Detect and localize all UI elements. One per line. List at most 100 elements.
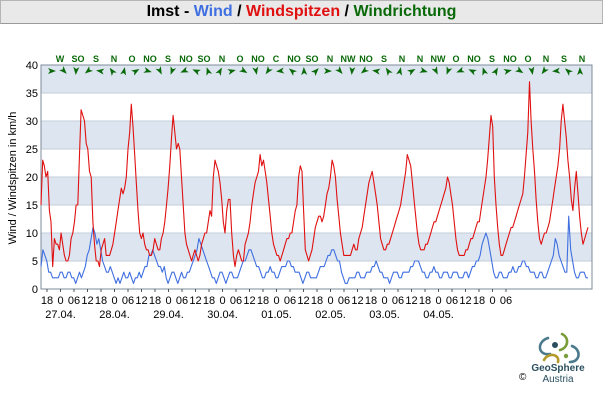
- direction-label: C: [273, 54, 280, 64]
- x-tick-label: 06: [338, 295, 350, 307]
- direction-label: O: [452, 54, 459, 64]
- direction-label: SO: [305, 54, 318, 64]
- direction-labels: W SO S N O NO S NO SO N O NO C NO SO N NW NO S N N NW O NO S NO O N…: [56, 54, 586, 64]
- direction-arrow: [276, 67, 285, 74]
- direction-arrow: [407, 69, 416, 76]
- direction-arrow: [227, 69, 236, 75]
- direction-arrow: [239, 66, 248, 74]
- direction-arrow: [265, 66, 273, 75]
- y-tick-label: 35: [26, 88, 38, 100]
- direction-arrow: [206, 67, 213, 76]
- x-tick-label: 18: [311, 295, 323, 307]
- direction-arrow: [120, 67, 127, 76]
- direction-arrow: [73, 66, 80, 75]
- series-lines: [40, 81, 589, 284]
- date-label: 30.04.: [207, 309, 238, 321]
- title-direction: Windrichtung: [353, 3, 457, 20]
- x-tick-label: 0: [165, 295, 171, 307]
- x-tick-label: 18: [149, 295, 161, 307]
- title-station: Imst -: [146, 3, 194, 20]
- x-tick-label: 0: [381, 295, 387, 307]
- direction-arrow: [59, 66, 67, 74]
- x-tick-label: 18: [203, 295, 215, 307]
- title-wind: Wind: [193, 3, 233, 20]
- x-tick-label: 12: [297, 295, 309, 307]
- direction-arrow: [419, 66, 428, 73]
- x-tick-label: 06: [284, 295, 296, 307]
- wind-series-line: [40, 215, 588, 284]
- plot-band: [41, 233, 592, 261]
- plot-band: [41, 121, 592, 149]
- x-tick-label: 12: [405, 295, 417, 307]
- x-tick-label: 06: [392, 295, 404, 307]
- direction-label: S: [165, 54, 171, 64]
- y-tick-label: 15: [26, 200, 38, 212]
- direction-label: S: [381, 54, 387, 64]
- direction-arrow: [515, 66, 524, 74]
- y-tick-label: 25: [26, 144, 38, 156]
- x-tick-label: 06: [68, 295, 80, 307]
- date-labels: 27.04. 28.04. 29.04. 30.04. 01.05. 02.05. 03.0…: [45, 309, 454, 321]
- direction-arrow: [335, 66, 343, 74]
- direction-label: S: [489, 54, 495, 64]
- copyright-mark: ©: [519, 372, 527, 383]
- x-tick-label: 12: [81, 295, 93, 307]
- direction-label: NW: [431, 54, 446, 64]
- direction-arrow: [577, 67, 584, 76]
- y-axis-title: Wind / Windspitzen in km/h: [7, 112, 19, 245]
- direction-label: N: [543, 54, 550, 64]
- direction-label: NO: [467, 54, 481, 64]
- direction-arrow: [143, 67, 152, 73]
- y-tick-label: 10: [26, 228, 38, 240]
- direction-label: NO: [287, 54, 301, 64]
- direction-label: NO: [503, 54, 517, 64]
- logo-sub: Austria: [542, 374, 574, 385]
- direction-label: N: [219, 54, 226, 64]
- x-tick-label: 12: [135, 295, 147, 307]
- direction-arrow: [131, 68, 140, 76]
- direction-arrow: [528, 66, 535, 75]
- x-tick-label: 0: [273, 295, 279, 307]
- x-tick-label: 12: [243, 295, 255, 307]
- direction-arrow: [491, 67, 498, 76]
- direction-label: NO: [359, 54, 373, 64]
- direction-arrow: [96, 68, 105, 75]
- direction-arrow: [468, 69, 477, 76]
- x-axis-labels: 18 0 06 12 18 0 06 12 18 0 06 12 18 0 06 12 18 0 06 12 18 0 06…: [41, 289, 512, 307]
- x-tick-label: 12: [459, 295, 471, 307]
- date-label: 28.04.: [99, 309, 130, 321]
- x-tick-label: 06: [230, 295, 242, 307]
- direction-arrow: [170, 66, 177, 75]
- title-gusts: Windspitzen: [246, 3, 341, 20]
- direction-arrow: [456, 66, 465, 73]
- plot-band: [41, 177, 592, 205]
- x-tick-label: 0: [489, 295, 495, 307]
- x-tick-label: 06: [122, 295, 134, 307]
- direction-arrow: [372, 68, 381, 75]
- direction-label: NO: [143, 54, 157, 64]
- geosphere-logo: [538, 332, 580, 364]
- direction-label: SO: [71, 54, 84, 64]
- direction-arrow: [482, 67, 489, 76]
- direction-arrow: [311, 68, 319, 76]
- grid-lines: [40, 64, 593, 290]
- direction-label: W: [56, 54, 65, 64]
- y-tick-label: 30: [26, 116, 38, 128]
- direction-label: NO: [179, 54, 193, 64]
- direction-arrow: [192, 69, 201, 76]
- y-tick-label: 0: [32, 284, 38, 296]
- direction-arrow: [215, 67, 222, 76]
- x-tick-label: 12: [351, 295, 363, 307]
- y-tick-label: 20: [26, 172, 38, 184]
- direction-arrows: [48, 66, 584, 76]
- x-tick-label: 06: [176, 295, 188, 307]
- x-tick-label: 0: [111, 295, 117, 307]
- x-tick-label: 0: [435, 295, 441, 307]
- x-tick-label: 0: [219, 295, 225, 307]
- direction-label: O: [236, 54, 243, 64]
- direction-label: O: [524, 54, 531, 64]
- direction-arrow: [252, 66, 259, 75]
- x-tick-label: 06: [446, 295, 458, 307]
